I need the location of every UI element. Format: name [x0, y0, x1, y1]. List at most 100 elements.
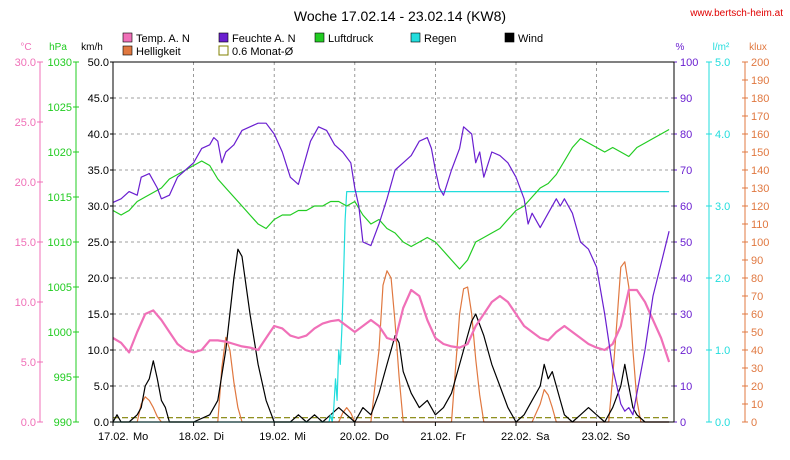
tick-label-rain: 2.0: [715, 273, 730, 285]
plot-series: [112, 122, 671, 423]
legend-label-monthavg: 0.6 Monat-Ø: [232, 46, 294, 58]
legend-swatch-humidity: [218, 32, 229, 43]
tick-label-pressure: 1015: [48, 192, 72, 204]
legend-swatch-temp: [122, 32, 133, 43]
tick-label-pressure: 1000: [48, 327, 72, 339]
tick-label-pressure: 990: [54, 417, 72, 429]
tick-label-wind: 30.0: [88, 201, 109, 213]
tick-labels: 0.05.010.015.020.025.030.099099510001005…: [15, 57, 770, 429]
legend-label-brightness: Helligkeit: [136, 46, 181, 58]
tick-label-humidity: 50: [680, 237, 692, 249]
tick-label-rain: 3.0: [715, 201, 730, 213]
tick-label-brightness: 80: [751, 273, 763, 285]
legend: Temp. A. N Helligkeit Feuchte A. N 0.6 M…: [122, 32, 543, 58]
unit-pressure: hPa: [49, 42, 67, 53]
legend-label-wind: Wind: [518, 33, 543, 45]
tick-label-pressure: 1030: [48, 57, 72, 69]
tick-label-brightness: 50: [751, 327, 763, 339]
site-url[interactable]: www.bertsch-heim.at: [689, 8, 783, 19]
tick-label-brightness: 70: [751, 291, 763, 303]
tick-label-humidity: 10: [680, 381, 692, 393]
tick-label-wind: 15.0: [88, 309, 109, 321]
tick-label-brightness: 100: [751, 237, 769, 249]
grid: [113, 62, 674, 422]
tick-label-brightness: 140: [751, 165, 769, 177]
x-label-date: 19.02.: [259, 431, 290, 443]
series-line-pressure: [112, 128, 670, 270]
tick-label-humidity: 80: [680, 129, 692, 141]
tick-label-humidity: 0: [680, 417, 686, 429]
x-label-day: Di: [214, 431, 224, 443]
tick-label-brightness: 30: [751, 363, 763, 375]
tick-label-brightness: 90: [751, 255, 763, 267]
legend-label-rain: Regen: [424, 33, 456, 45]
tick-label-brightness: 180: [751, 93, 769, 105]
tick-label-brightness: 120: [751, 201, 769, 213]
x-label-date: 22.02.: [501, 431, 532, 443]
tick-label-pressure: 1025: [48, 102, 72, 114]
tick-label-wind: 5.0: [94, 381, 109, 393]
x-label-date: 18.02.: [179, 431, 210, 443]
tick-label-humidity: 40: [680, 273, 692, 285]
tick-label-wind: 50.0: [88, 57, 109, 69]
tick-label-brightness: 190: [751, 75, 769, 87]
tick-label-brightness: 20: [751, 381, 763, 393]
x-label-day: Do: [375, 431, 389, 443]
tick-label-temp: 5.0: [21, 357, 36, 369]
x-label-date: 20.02.: [340, 431, 371, 443]
tick-label-humidity: 90: [680, 93, 692, 105]
tick-label-humidity: 100: [680, 57, 698, 69]
unit-humidity: %: [676, 42, 685, 53]
legend-label-humidity: Feuchte A. N: [232, 33, 296, 45]
tick-label-rain: 0.0: [715, 417, 730, 429]
x-label-day: Mo: [133, 431, 148, 443]
tick-label-temp: 20.0: [15, 177, 36, 189]
tick-label-pressure: 1010: [48, 237, 72, 249]
tick-label-wind: 25.0: [88, 237, 109, 249]
tick-label-wind: 45.0: [88, 93, 109, 105]
tick-label-temp: 10.0: [15, 297, 36, 309]
series-line-humidity: [112, 122, 670, 416]
x-label-date: 17.02.: [98, 431, 129, 443]
x-label-day: Sa: [536, 431, 550, 443]
plot-frame: [112, 61, 675, 423]
tick-label-brightness: 40: [751, 345, 763, 357]
legend-swatch-monthavg: [218, 45, 229, 56]
legend-swatch-pressure: [314, 32, 325, 43]
series-line-rain: [113, 191, 670, 423]
tick-label-brightness: 160: [751, 129, 769, 141]
tick-label-brightness: 0: [751, 417, 757, 429]
tick-label-wind: 35.0: [88, 165, 109, 177]
legend-label-pressure: Luftdruck: [328, 33, 374, 45]
legend-swatch-wind: [504, 32, 515, 43]
tick-label-humidity: 20: [680, 345, 692, 357]
tick-label-humidity: 70: [680, 165, 692, 177]
tick-label-rain: 5.0: [715, 57, 730, 69]
series-line-temp: [112, 288, 671, 363]
tick-label-humidity: 60: [680, 201, 692, 213]
tick-label-brightness: 200: [751, 57, 769, 69]
tick-label-temp: 15.0: [15, 237, 36, 249]
x-axis-labels: 17.02. Mo 18.02. Di 19.02. Mi 20.02. Do 21.02. Fr…: [98, 422, 630, 443]
unit-rain: l/m²: [713, 42, 730, 53]
x-label-day: Mi: [294, 431, 306, 443]
tick-label-pressure: 995: [54, 372, 72, 384]
tick-label-pressure: 1020: [48, 147, 72, 159]
tick-label-brightness: 60: [751, 309, 763, 321]
x-label-day: Fr: [455, 431, 466, 443]
tick-label-temp: 0.0: [21, 417, 36, 429]
series-line-wind: [112, 248, 670, 423]
unit-temp: °C: [20, 42, 31, 53]
legend-swatch-rain: [410, 32, 421, 43]
tick-label-brightness: 150: [751, 147, 769, 159]
tick-label-brightness: 10: [751, 399, 763, 411]
chart-title: Woche 17.02.14 - 23.02.14 (KW8): [294, 8, 506, 24]
tick-label-temp: 25.0: [15, 117, 36, 129]
unit-wind: km/h: [81, 42, 103, 53]
tick-label-wind: 40.0: [88, 129, 109, 141]
tick-label-rain: 1.0: [715, 345, 730, 357]
tick-label-temp: 30.0: [15, 57, 36, 69]
tick-label-humidity: 30: [680, 309, 692, 321]
axis-units: °C hPa km/h % l/m² klux: [20, 42, 767, 53]
